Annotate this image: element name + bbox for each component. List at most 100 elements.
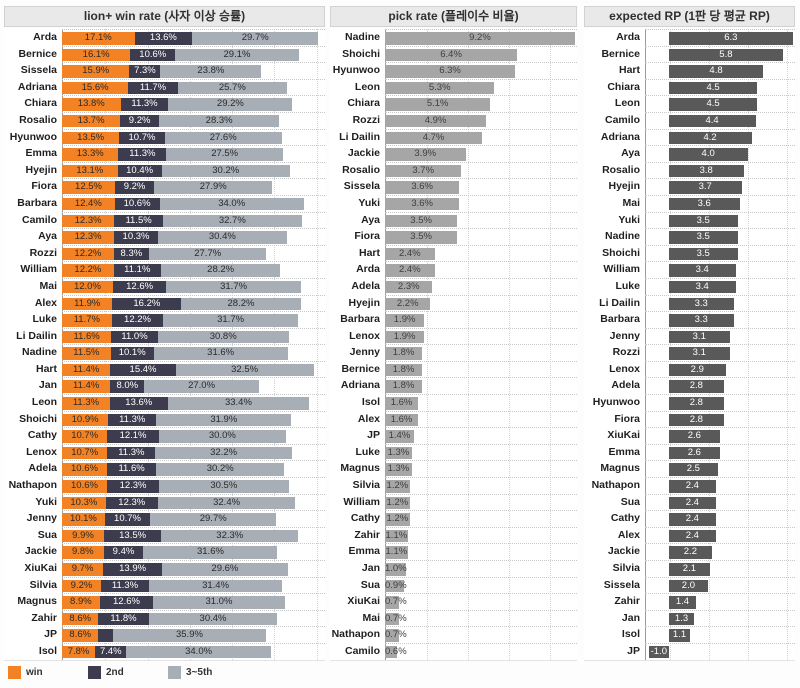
chart-row: Camilo 0.6% xyxy=(330,642,577,660)
row-plot: 1.3% xyxy=(385,443,577,461)
bar-value: 4.5 xyxy=(668,81,758,95)
chart-row: William 3.4 xyxy=(584,261,795,278)
chart-row: Adela 2.3% xyxy=(330,277,577,295)
row-plot: 1.1% xyxy=(385,526,577,544)
row-plot: 2.4 xyxy=(645,493,795,511)
bar-2nd: 10.7% xyxy=(119,131,165,145)
chart-row: Silvia 9.2% 11.3% 31.4% xyxy=(4,576,325,594)
bar-value: 1.1 xyxy=(668,629,691,642)
row-label: Silvia xyxy=(612,562,640,574)
row-label: Lenox xyxy=(609,362,640,375)
chart-row: Aya 4.0 xyxy=(584,145,795,162)
row-label: JP xyxy=(627,644,640,657)
bar-value: 1.3% xyxy=(385,463,412,476)
bar-value-label: 12.6% xyxy=(126,280,154,292)
row-label: Aya xyxy=(361,213,380,226)
bar-value: -1.0 xyxy=(648,645,669,659)
chart-row: Nathapon 0.7% xyxy=(330,626,577,643)
row-plot: 2.4 xyxy=(645,526,795,544)
chart-row: Lenox 2.9 xyxy=(584,360,795,378)
bar-2nd: 12.1% xyxy=(107,430,159,443)
bar-value-label: 8.0% xyxy=(116,380,139,392)
bar-value-label: 3.7 xyxy=(698,181,712,193)
bar-win: 10.3% xyxy=(62,496,106,510)
bar-value-label: 11.3% xyxy=(119,413,146,425)
bar-value: 6.4% xyxy=(385,48,518,62)
bar-3-5th: 29.7% xyxy=(192,32,319,45)
win-rate-chart-area: Arda 17.1% 13.6% 29.7% Bernice 16.1% 10.6% 29.1… xyxy=(4,29,325,661)
bar-3-5th: 25.7% xyxy=(177,81,287,95)
row-plot: 1.9% xyxy=(385,311,577,328)
bar-value: 2.4 xyxy=(668,480,717,493)
bar-value: 4.8 xyxy=(668,65,764,78)
bar-win: 11.6% xyxy=(62,330,112,344)
chart-row: Jan 1.0% xyxy=(330,560,577,577)
row-plot: 6.3% xyxy=(385,62,577,79)
bar-win: 13.7% xyxy=(62,114,121,128)
bar-value-label: 10.1% xyxy=(118,347,146,359)
chart-row: Rozzi 4.9% xyxy=(330,111,577,129)
row-plot: 10.7% 11.3% 32.2% xyxy=(62,443,325,461)
bar-value-label: 17.1% xyxy=(84,32,112,43)
chart-row: Hyunwoo 13.5% 10.7% 27.6% xyxy=(4,128,325,146)
chart-row: Hyejin 3.7 xyxy=(584,178,795,195)
bar-2nd: 11.0% xyxy=(111,330,158,344)
row-label: Camilo xyxy=(604,113,640,126)
bar-value-label: 11.6% xyxy=(73,330,100,342)
bar-value-label: 27.5% xyxy=(211,148,239,160)
bar-value-label: 0.7% xyxy=(385,596,407,608)
bar-value: 5.8 xyxy=(668,48,784,62)
row-label: Fiora xyxy=(354,230,380,243)
row-plot: 2.2 xyxy=(645,543,795,560)
bar-value-label: 2.1 xyxy=(682,563,696,574)
chart-row: Luke 1.3% xyxy=(330,443,577,461)
bar-3-5th: 32.5% xyxy=(175,363,314,377)
bar-3-5th: 27.5% xyxy=(166,148,283,161)
row-label: Li Dailin xyxy=(339,130,380,143)
chart-row: Mai 0.7% xyxy=(330,609,577,627)
bar-value-label: 5.8 xyxy=(719,48,733,60)
bar-value-label: 10.3% xyxy=(70,496,98,508)
bar-value-label: 6.4% xyxy=(440,48,462,60)
bar-value-label: 11.3% xyxy=(129,148,156,160)
bar-win: 15.9% xyxy=(62,65,130,78)
row-plot: 0.7% xyxy=(385,626,577,643)
row-plot: 12.3% 11.5% 32.7% xyxy=(62,211,325,229)
row-plot: 2.6 xyxy=(645,443,795,461)
row-plot: 5.1% xyxy=(385,95,577,112)
row-label: XiuKai xyxy=(347,595,380,608)
bar-value: 2.4% xyxy=(385,264,435,277)
chart-row: Zahir 1.1% xyxy=(330,526,577,544)
bar-value-label: 12.1% xyxy=(119,430,147,442)
bar-value-label: 31.9% xyxy=(210,413,238,425)
bar-value-label: 10.7% xyxy=(128,131,156,143)
legend-label: 3~5th xyxy=(186,667,213,678)
chart-row: Alex 11.9% 16.2% 28.2% xyxy=(4,294,325,312)
bar-value-label: 1.2% xyxy=(386,480,409,492)
chart-row: Jenny 10.1% 10.7% 29.7% xyxy=(4,510,325,527)
bar-win: 13.1% xyxy=(62,164,118,178)
bar-value-label: 15.9% xyxy=(82,65,110,77)
bar-value-label: 27.7% xyxy=(194,247,222,259)
row-plot: 2.3% xyxy=(385,277,577,295)
chart-row: Cathy 10.7% 12.1% 30.0% xyxy=(4,427,325,444)
chart-row: Li Dailin 11.6% 11.0% 30.8% xyxy=(4,327,325,345)
row-label: Yuki xyxy=(35,495,57,508)
row-plot: 3.5 xyxy=(645,211,795,229)
bar-value-label: 34.0% xyxy=(218,197,246,209)
chart-row: XiuKai 2.6 xyxy=(584,427,795,444)
row-plot: 4.5 xyxy=(645,78,795,96)
row-label: Adriana xyxy=(600,130,640,143)
bar-value: 1.1% xyxy=(385,546,408,559)
row-label: Aya xyxy=(38,230,57,243)
chart-row: Magnus 1.3% xyxy=(330,460,577,477)
bar-value-label: 8.6% xyxy=(69,612,92,624)
row-label: Rozzi xyxy=(352,113,380,126)
chart-row: Rosalio 3.7% xyxy=(330,161,577,179)
bar-value-label: 9.2% xyxy=(128,114,151,126)
row-plot: 3.6% xyxy=(385,178,577,195)
bar-win: 9.8% xyxy=(62,546,104,559)
row-label: Shoichi xyxy=(19,412,57,425)
bar-win: 10.7% xyxy=(62,446,108,460)
bar-value-label: 11.3% xyxy=(72,397,100,409)
